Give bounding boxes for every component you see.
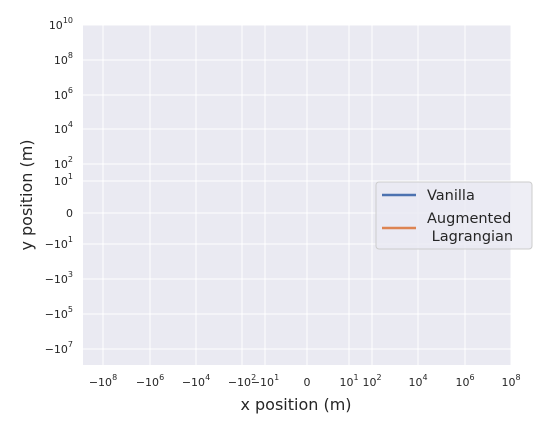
x-tick-labels: −108 −106 −104 −102−101 0 101 102 104 106 108 [89,373,521,389]
y-tick-label: −101 [45,235,73,251]
y-tick-label: 0 [66,207,73,220]
x-tick-label: 106 [455,373,474,389]
x-tick-label: −108 [89,373,117,389]
y-tick-label: −107 [45,340,73,356]
x-tick-label: −106 [136,373,164,389]
y-tick-label: 101 [54,172,73,188]
x-tick-label: 108 [501,373,520,389]
x-tick-label: 0 [304,376,311,389]
x-tick-label: 102 [362,373,381,389]
legend: Vanilla Augmented Lagrangian [375,181,533,250]
x-tick-label: −102 [228,373,256,389]
legend-box [375,181,533,250]
y-tick-label: −105 [45,305,73,321]
legend-label: Vanilla [427,188,475,204]
x-tick-label: 101 [339,373,358,389]
x-axis-label: x position (m) [240,395,351,414]
y-tick-label: 106 [54,86,73,102]
y-axis-label: y position (m) [17,139,36,250]
x-tick-label: −101 [251,373,279,389]
y-tick-label: 102 [54,155,73,171]
x-tick-label: −104 [182,373,210,389]
y-tick-label: −103 [45,270,73,286]
y-tick-label: 108 [54,51,73,67]
legend-label: Augmented Lagrangian [427,211,513,245]
y-tick-label: 1010 [49,16,73,32]
y-tick-label: 104 [54,120,73,136]
x-tick-label: 104 [408,373,427,389]
